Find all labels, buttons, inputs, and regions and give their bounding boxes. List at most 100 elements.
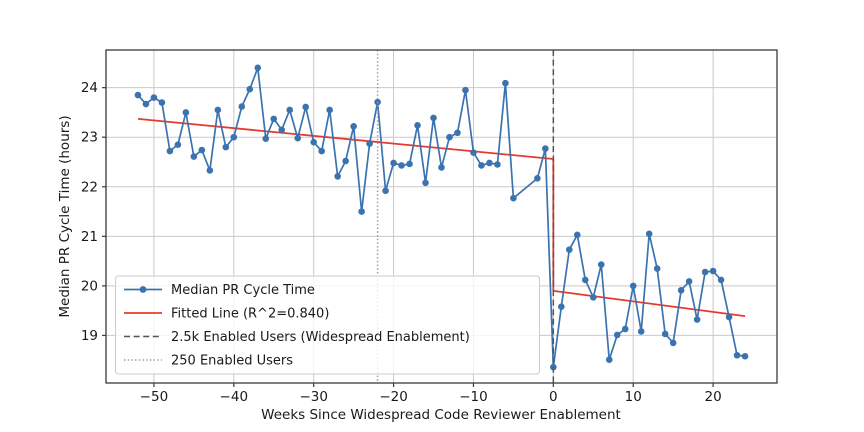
x-tick-label: 20 — [705, 389, 722, 405]
data-point-marker — [669, 339, 677, 347]
data-point-marker — [454, 129, 461, 137]
data-point-marker — [685, 278, 693, 285]
data-point-marker — [478, 162, 485, 169]
data-point-marker — [645, 230, 653, 238]
data-point-marker — [382, 187, 389, 195]
data-point-marker — [230, 133, 238, 141]
data-point-marker — [262, 135, 270, 143]
x-tick-label: 10 — [625, 389, 642, 405]
data-point-marker — [629, 282, 637, 290]
data-point-marker — [182, 109, 190, 116]
data-point-marker — [494, 161, 501, 168]
data-point-marker — [422, 179, 429, 187]
data-point-marker — [246, 85, 254, 93]
data-point-marker — [406, 160, 413, 168]
data-point-marker — [358, 208, 365, 215]
data-point-marker — [158, 99, 166, 106]
data-point-marker — [733, 351, 741, 359]
legend-sample-marker-icon — [139, 286, 147, 293]
data-point-marker — [414, 122, 421, 129]
data-point-marker — [597, 261, 605, 268]
y-tick-label: 20 — [81, 278, 98, 294]
legend-item: Median PR Cycle Time — [124, 283, 315, 298]
x-tick-label: −10 — [459, 389, 488, 405]
data-point-marker — [166, 147, 174, 155]
data-point-marker — [637, 328, 645, 335]
data-point-marker — [566, 246, 573, 254]
y-axis-label: Median PR Cycle Time (hours) — [57, 115, 73, 317]
y-tick-label: 23 — [81, 130, 98, 146]
data-point-marker — [222, 143, 230, 151]
data-point-marker — [342, 157, 349, 165]
legend-label: Median PR Cycle Time — [171, 283, 315, 298]
x-tick-label: −50 — [140, 389, 169, 405]
y-tick-label: 24 — [81, 80, 98, 96]
data-point-marker — [502, 79, 509, 87]
data-point-marker — [653, 265, 661, 272]
data-point-marker — [438, 164, 445, 171]
x-axis-label: Weeks Since Widespread Code Reviewer Ena… — [261, 407, 621, 423]
x-tick-label: −30 — [299, 389, 328, 405]
data-point-marker — [366, 140, 373, 147]
data-point-marker — [462, 86, 469, 94]
data-point-marker — [661, 330, 669, 338]
data-point-marker — [390, 159, 397, 167]
axis-ticks: −50 −40 −30 −20 −10 0 10 20 19 20 21 22 23 24 — [81, 80, 722, 405]
plot-border — [105, 49, 778, 384]
data-series — [134, 64, 749, 371]
data-point-marker — [326, 106, 333, 114]
data-point-marker — [294, 134, 302, 142]
data-point-marker — [150, 94, 158, 101]
x-tick-label: −20 — [379, 389, 408, 405]
data-point-marker — [198, 146, 206, 154]
x-tick-label: −40 — [220, 389, 249, 405]
legend: Median PR Cycle Time Fitted Line (R^2=0.… — [115, 275, 540, 375]
data-point-marker — [318, 147, 325, 155]
data-point-marker — [558, 303, 565, 310]
y-tick-label: 22 — [81, 179, 98, 195]
data-point-marker — [302, 103, 310, 111]
legend-item: 250 Enabled Users — [124, 354, 293, 369]
legend-item: 2.5k Enabled Users (Widespread Enablemen… — [124, 330, 470, 345]
x-tick-label: 0 — [549, 389, 558, 405]
data-point-marker — [717, 276, 725, 284]
data-point-marker — [605, 356, 613, 364]
data-point-marker — [573, 231, 581, 239]
legend-label: Fitted Line (R^2=0.840) — [171, 307, 329, 322]
data-point-marker — [238, 103, 246, 110]
data-point-marker — [278, 126, 286, 134]
data-point-marker — [534, 175, 541, 182]
data-point-marker — [589, 293, 597, 301]
data-point-marker — [741, 352, 749, 360]
data-point-marker — [470, 149, 477, 156]
data-point-marker — [693, 316, 701, 323]
data-point-marker — [701, 268, 709, 276]
data-point-marker — [270, 115, 278, 123]
data-point-marker — [430, 114, 437, 122]
data-point-marker — [677, 287, 685, 294]
data-point-marker — [310, 138, 317, 146]
data-point-marker — [142, 100, 150, 108]
legend-label: 250 Enabled Users — [171, 354, 293, 369]
data-point-marker — [334, 173, 341, 180]
data-point-marker — [174, 141, 182, 148]
data-point-marker — [350, 123, 357, 130]
data-point-marker — [621, 325, 629, 333]
data-point-marker — [254, 64, 262, 72]
data-point-marker — [286, 106, 294, 114]
data-point-marker — [446, 133, 453, 141]
data-point-marker — [581, 276, 589, 284]
data-point-marker — [542, 145, 549, 152]
data-point-marker — [398, 162, 405, 169]
data-point-marker — [725, 313, 733, 321]
data-point-marker — [134, 91, 142, 99]
data-point-marker — [190, 153, 198, 160]
data-point-marker — [613, 331, 621, 339]
y-tick-label: 21 — [81, 229, 98, 245]
data-point-marker — [709, 267, 717, 275]
data-point-marker — [510, 194, 517, 202]
data-point-marker — [206, 167, 214, 174]
data-point-marker — [214, 106, 222, 114]
